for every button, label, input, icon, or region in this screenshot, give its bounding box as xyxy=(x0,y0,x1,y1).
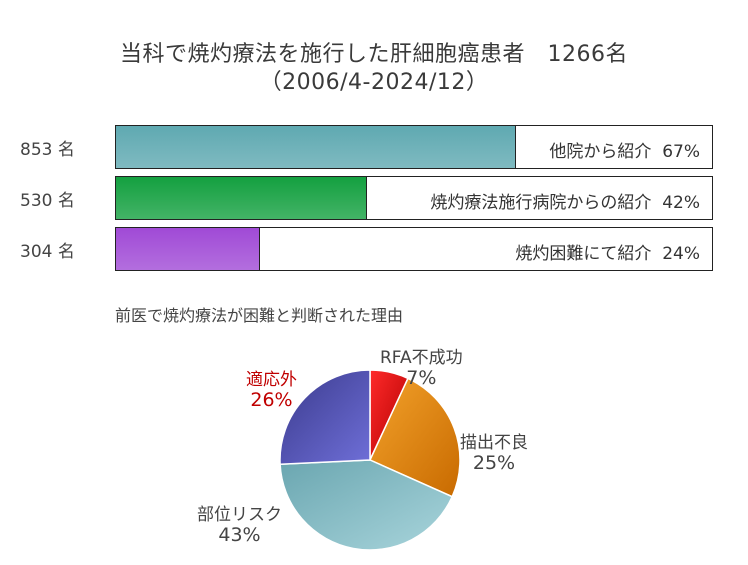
chart-subtitle: （2006/4-2024/12） xyxy=(259,70,489,95)
bar-fill xyxy=(116,126,516,168)
bar-fill xyxy=(116,228,260,270)
bar-row-difficult: 304 名 焼灼困難にて紹介 24% xyxy=(20,227,720,271)
pie-label-location-risk: 部位リスク 43% xyxy=(197,505,282,546)
bar-row-ablation-hospital: 530 名 焼灼療法施行病院からの紹介 42% xyxy=(20,176,720,220)
pie-label-rfa: RFA不成功 7% xyxy=(380,348,463,389)
pie-slice-3 xyxy=(279,369,371,465)
bar-fill xyxy=(116,177,367,219)
bar-track: 焼灼困難にて紹介 24% xyxy=(115,227,713,271)
pie-slice-1 xyxy=(368,377,461,498)
pie-label-visualization: 描出不良 25% xyxy=(460,433,528,474)
bar-count: 530 名 xyxy=(20,191,75,211)
bar-label: 他院から紹介 67% xyxy=(549,142,700,162)
bar-label: 焼灼療法施行病院からの紹介 42% xyxy=(430,193,700,213)
bar-count: 304 名 xyxy=(20,242,75,262)
pie-label-not-indicated: 適応外 26% xyxy=(246,370,297,411)
chart-title: 当科で焼灼療法を施行した肝細胞癌患者 1266名 xyxy=(120,42,628,67)
bar-count: 853 名 xyxy=(20,140,75,160)
bar-track: 他院から紹介 67% xyxy=(115,125,713,169)
pie-title: 前医で焼灼療法が困難と判断された理由 xyxy=(115,306,404,325)
bar-label: 焼灼困難にて紹介 24% xyxy=(515,244,700,264)
pie-slice-2 xyxy=(279,459,454,551)
bar-track: 焼灼療法施行病院からの紹介 42% xyxy=(115,176,713,220)
bar-row-referral: 853 名 他院から紹介 67% xyxy=(20,125,720,169)
